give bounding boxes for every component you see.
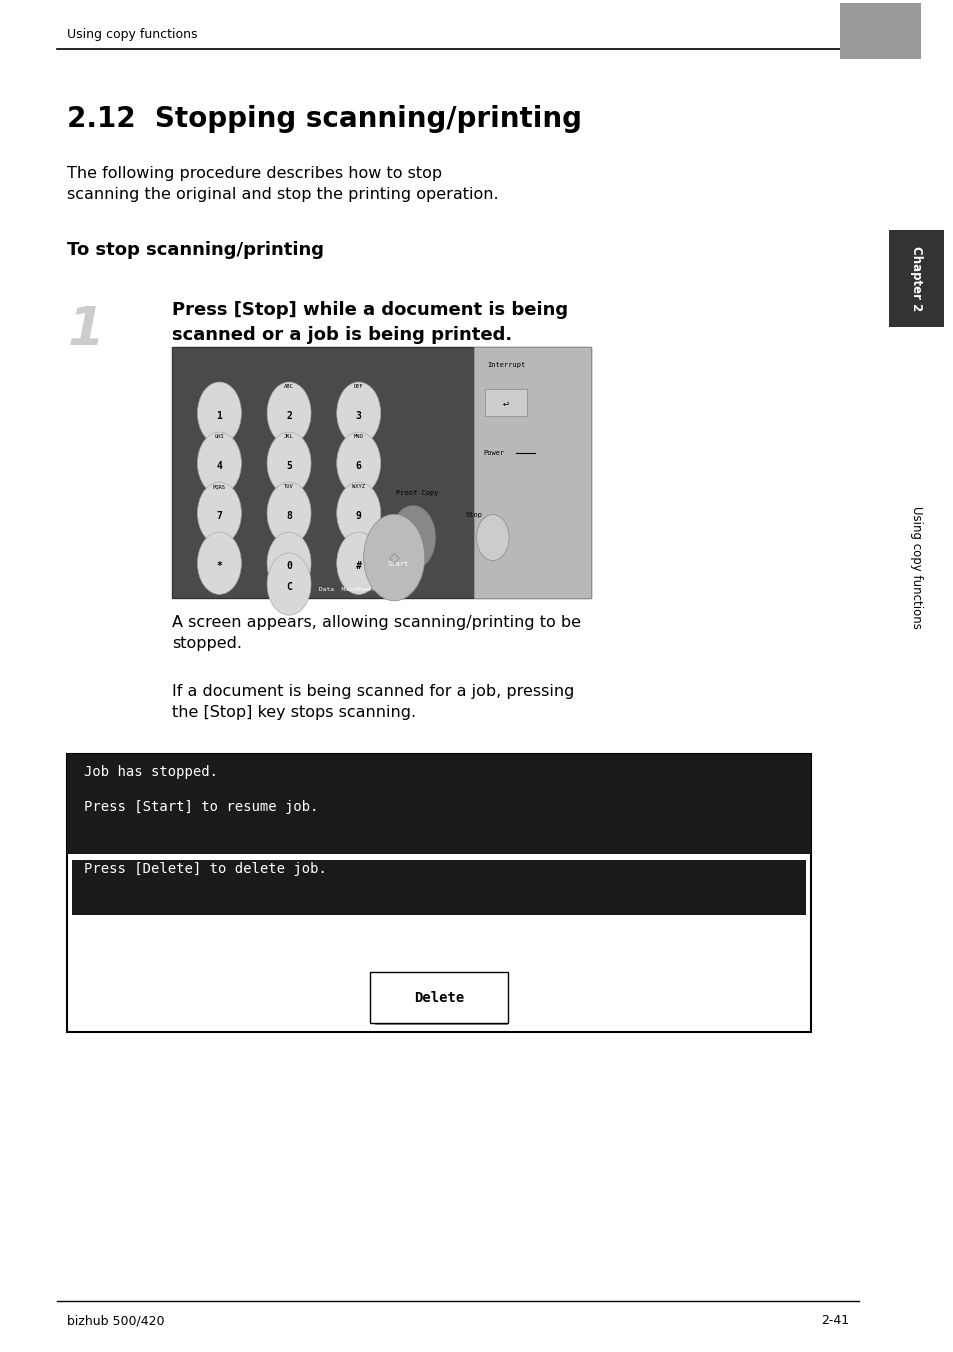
FancyBboxPatch shape (172, 347, 591, 598)
Text: PQRS: PQRS (213, 484, 226, 489)
Circle shape (267, 383, 311, 445)
Text: 1: 1 (216, 411, 222, 420)
Text: Press [Stop] while a document is being
scanned or a job is being printed.: Press [Stop] while a document is being s… (172, 301, 567, 345)
Text: Press [Start] to resume job.: Press [Start] to resume job. (84, 800, 318, 814)
Text: Delete: Delete (414, 991, 463, 1005)
Text: Proof Copy: Proof Copy (395, 489, 438, 496)
Circle shape (336, 483, 380, 545)
Text: Job has stopped.: Job has stopped. (84, 765, 217, 779)
Text: Data  MainPower: Data MainPower (318, 587, 375, 592)
Circle shape (336, 383, 380, 445)
Text: 3: 3 (355, 411, 361, 420)
Text: The following procedure describes how to stop
scanning the original and stop the: The following procedure describes how to… (67, 166, 497, 203)
Circle shape (197, 483, 241, 545)
Text: GHI: GHI (214, 434, 224, 439)
FancyBboxPatch shape (67, 754, 810, 854)
Text: DEF: DEF (354, 384, 363, 389)
FancyBboxPatch shape (839, 3, 920, 59)
Text: 4: 4 (216, 461, 222, 470)
Text: 0: 0 (286, 561, 292, 571)
Circle shape (197, 433, 241, 495)
Circle shape (363, 514, 424, 600)
Text: MNO: MNO (354, 434, 363, 439)
Text: 2.12  Stopping scanning/printing: 2.12 Stopping scanning/printing (67, 105, 581, 134)
Text: 2-41: 2-41 (821, 1314, 848, 1328)
Text: A screen appears, allowing scanning/printing to be
stopped.: A screen appears, allowing scanning/prin… (172, 615, 580, 652)
Text: #: # (355, 561, 361, 571)
Text: Start: Start (388, 561, 409, 566)
Text: 2: 2 (868, 16, 890, 46)
Text: If a document is being scanned for a job, pressing
the [Stop] key stops scanning: If a document is being scanned for a job… (172, 684, 574, 721)
Text: C: C (286, 581, 292, 592)
Text: 1: 1 (68, 304, 104, 356)
Text: 9: 9 (355, 511, 361, 521)
Text: 5: 5 (286, 461, 292, 470)
Text: 7: 7 (216, 511, 222, 521)
Text: Interrupt: Interrupt (487, 362, 525, 368)
Text: bizhub 500/420: bizhub 500/420 (67, 1314, 164, 1328)
Circle shape (390, 506, 436, 571)
Text: 6: 6 (355, 461, 361, 470)
FancyBboxPatch shape (71, 860, 805, 915)
FancyBboxPatch shape (370, 972, 507, 1023)
Text: *: * (216, 561, 222, 571)
Text: To stop scanning/printing: To stop scanning/printing (67, 241, 323, 258)
FancyBboxPatch shape (474, 347, 591, 598)
Circle shape (197, 383, 241, 445)
Circle shape (267, 553, 311, 615)
Text: WXYZ: WXYZ (352, 484, 365, 489)
Text: 8: 8 (286, 511, 292, 521)
Text: Using copy functions: Using copy functions (909, 507, 923, 629)
Circle shape (336, 533, 380, 595)
Text: 2: 2 (286, 411, 292, 420)
Text: Power: Power (482, 449, 503, 456)
Text: ↵: ↵ (502, 397, 508, 408)
Text: ◇: ◇ (389, 550, 399, 565)
Circle shape (476, 515, 509, 561)
Circle shape (197, 533, 241, 595)
Text: Using copy functions: Using copy functions (67, 27, 197, 41)
Text: Stop: Stop (465, 512, 482, 518)
Text: Chapter 2: Chapter 2 (909, 246, 923, 311)
Circle shape (336, 433, 380, 495)
FancyBboxPatch shape (375, 979, 508, 1025)
Text: TUV: TUV (284, 484, 294, 489)
Text: Press [Delete] to delete job.: Press [Delete] to delete job. (84, 863, 327, 876)
Circle shape (267, 483, 311, 545)
FancyBboxPatch shape (484, 389, 526, 416)
Text: ABC: ABC (284, 384, 294, 389)
FancyBboxPatch shape (888, 230, 943, 327)
Circle shape (267, 433, 311, 495)
Circle shape (267, 533, 311, 595)
FancyBboxPatch shape (67, 754, 810, 1032)
Text: JKL: JKL (284, 434, 294, 439)
